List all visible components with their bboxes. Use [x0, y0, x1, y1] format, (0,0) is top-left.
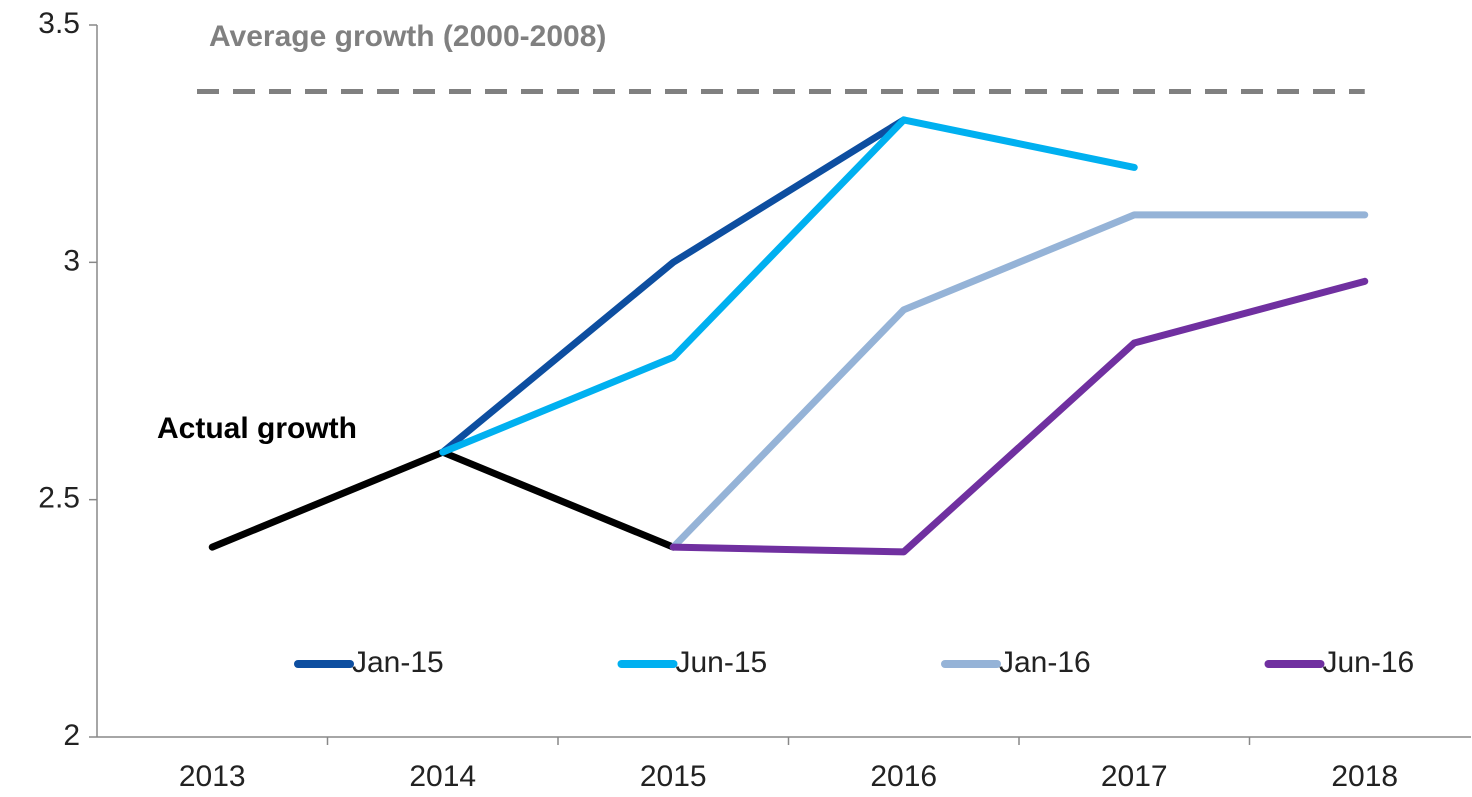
y-tick-label: 2.5 [38, 482, 80, 515]
reference-label: Average growth (2000-2008) [209, 20, 606, 53]
x-tick-label: 2016 [870, 760, 937, 793]
x-tick-label: 2013 [179, 760, 246, 793]
y-tick-label: 2 [63, 719, 80, 752]
legend-label: Jun-15 [676, 646, 768, 679]
x-tick-label: 2015 [640, 760, 707, 793]
actual-line [208, 448, 677, 551]
series-line [669, 277, 1369, 556]
legend-label: Jun-16 [1323, 646, 1415, 679]
legend-label: Jan-15 [352, 646, 444, 679]
annotation: Actual growth [157, 412, 357, 445]
series-line [669, 211, 1369, 551]
x-tick-label: 2018 [1331, 760, 1398, 793]
x-tick-label: 2017 [1101, 760, 1168, 793]
x-tick-label: 2014 [409, 760, 476, 793]
series-line [439, 116, 908, 456]
legend-label: Jan-16 [999, 646, 1091, 679]
series-line [439, 116, 1138, 456]
y-tick-label: 3 [63, 244, 80, 277]
y-tick-label: 3.5 [38, 7, 80, 40]
